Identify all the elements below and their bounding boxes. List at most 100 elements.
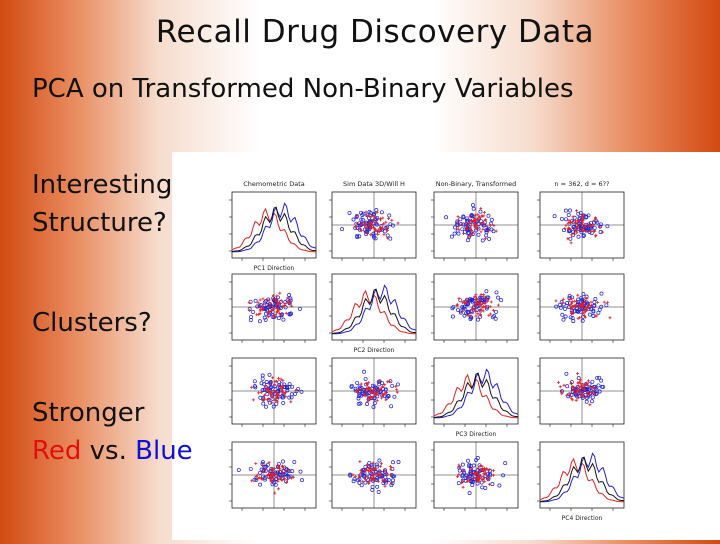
red-point <box>355 222 359 225</box>
blue-point <box>388 222 393 227</box>
blue-point <box>478 209 483 214</box>
blue-point <box>370 487 375 492</box>
blue-point <box>362 471 367 476</box>
blue-point <box>251 309 256 314</box>
column-title: n = 362, d = 6?? <box>555 180 610 188</box>
red-point <box>596 301 600 304</box>
matrix-cell <box>431 273 519 343</box>
red-point <box>276 487 280 491</box>
red-point <box>575 230 579 234</box>
red-point <box>591 390 595 394</box>
red-point <box>479 313 483 317</box>
red-point <box>455 303 459 307</box>
bullet-line: Red vs. Blue <box>32 432 193 470</box>
blue-point <box>584 399 589 404</box>
blue-point <box>347 210 352 215</box>
blue-point <box>374 217 379 222</box>
red-point <box>484 237 487 241</box>
red-point <box>601 230 605 234</box>
red-point <box>367 481 371 485</box>
red-point <box>460 310 464 314</box>
blue-point <box>264 380 269 384</box>
red-point <box>268 391 272 395</box>
red-point <box>358 460 362 464</box>
red-point <box>593 229 597 233</box>
red-point <box>272 477 276 481</box>
blue-point <box>467 464 472 469</box>
blue-point <box>581 234 586 239</box>
blue-point <box>349 384 354 389</box>
blue-point <box>460 474 465 479</box>
red-point <box>570 220 574 224</box>
red-point <box>457 473 461 476</box>
red-point <box>368 465 372 469</box>
red-point <box>470 231 474 235</box>
red-point <box>583 314 587 318</box>
cell-frame <box>539 441 625 509</box>
red-point <box>395 390 399 394</box>
red-point <box>461 479 465 483</box>
blue-point <box>287 293 292 297</box>
red-point <box>486 476 490 480</box>
red-point <box>578 389 582 393</box>
red-point <box>469 309 472 313</box>
red-point <box>581 386 585 390</box>
blue-point <box>565 301 570 305</box>
red-point <box>580 214 584 218</box>
blue-point <box>379 210 384 215</box>
blue-point <box>461 215 466 220</box>
matrix-cell: PC2 Direction <box>329 273 417 354</box>
blue-point <box>494 290 499 295</box>
red-point <box>366 387 370 391</box>
red-point <box>480 214 484 218</box>
blue-point <box>271 404 276 409</box>
blue-point <box>554 304 559 309</box>
red-point <box>365 224 369 228</box>
matrix-cell: Sim Data 3D/Will H <box>329 180 417 261</box>
red-point <box>385 226 389 230</box>
matrix-cell <box>431 441 519 511</box>
red-point <box>270 469 274 473</box>
cell-frame <box>331 273 417 341</box>
red-point <box>277 465 281 469</box>
red-point <box>569 220 572 224</box>
scatterplot-matrix: PC1 Direction Chemometric Data Sim Data 3D… <box>229 180 625 522</box>
blue-point <box>297 306 302 311</box>
blue-point <box>598 224 603 229</box>
blue-point <box>599 304 604 309</box>
red-point <box>285 481 289 484</box>
red-point <box>582 388 586 392</box>
vs-word: vs. <box>89 436 127 466</box>
blue-point <box>599 378 604 383</box>
blue-point <box>236 467 241 472</box>
matrix-cell <box>229 357 317 427</box>
red-point <box>582 383 586 387</box>
red-point <box>491 473 495 477</box>
red-point <box>396 221 400 225</box>
red-point <box>384 398 388 402</box>
red-point <box>465 224 469 228</box>
red-point <box>261 470 265 474</box>
blue-point <box>248 318 253 323</box>
red-point <box>570 398 574 402</box>
red-point <box>467 235 471 239</box>
red-point <box>270 474 274 478</box>
red-point <box>486 229 490 233</box>
blue-point <box>480 298 485 303</box>
red-point <box>487 468 491 472</box>
red-point <box>377 227 381 231</box>
red-point <box>482 472 486 476</box>
red-point <box>484 471 487 475</box>
blue-point <box>567 392 572 397</box>
red-point <box>492 469 496 473</box>
blue-point <box>363 480 368 485</box>
density-curve <box>539 457 625 503</box>
red-point <box>487 314 491 317</box>
blue-point <box>565 384 570 389</box>
blue-point <box>564 371 569 376</box>
red-point <box>373 215 377 219</box>
red-point <box>258 476 262 480</box>
blue-point <box>262 315 267 320</box>
blue-point <box>372 235 377 240</box>
blue-point <box>300 478 304 483</box>
